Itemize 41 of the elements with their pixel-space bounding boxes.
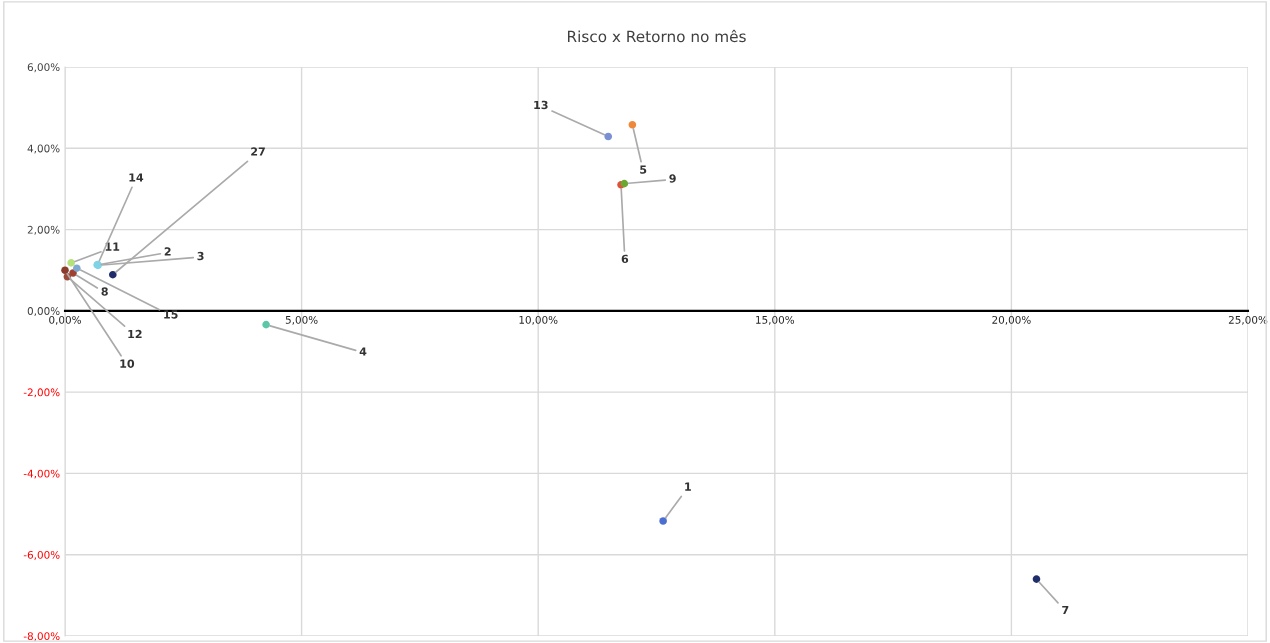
text: 7 (1062, 606, 1069, 615)
point (604, 132, 613, 141)
point (262, 320, 270, 329)
x-tick-label: 15,00% (756, 315, 795, 325)
text: 1 (685, 482, 691, 491)
point (1032, 575, 1041, 583)
point (620, 179, 629, 188)
x-tick-label: 20,00% (992, 315, 1031, 325)
text: 14 (129, 173, 144, 182)
chart-title: Risco x Retorno no mês (567, 29, 746, 43)
y-tick-label: 4,00% (27, 144, 60, 154)
y-tick-label: -2,00% (23, 388, 60, 398)
text: 12 (128, 329, 142, 339)
point (628, 120, 637, 129)
y-tick-label: 6,00% (27, 63, 60, 73)
x-tick-label: 5,00% (285, 315, 318, 325)
text: 15 (164, 310, 178, 319)
text: 6 (621, 254, 629, 264)
point (73, 264, 81, 272)
text: 10 (120, 359, 135, 368)
y-tick-label: -6,00% (23, 550, 60, 560)
y-tick-label: 2,00% (27, 225, 60, 235)
point (659, 517, 667, 525)
text: 13 (534, 100, 548, 110)
text: 4 (359, 347, 367, 356)
y-tick-label: 0,00% (27, 307, 60, 317)
text: 8 (101, 287, 108, 296)
x-tick-label: 25,00% (1228, 315, 1268, 325)
text: 3 (197, 251, 204, 261)
text: 5 (640, 165, 647, 174)
text: 9 (669, 174, 676, 183)
y-tick-label: -8,00% (23, 632, 60, 642)
point (61, 266, 69, 275)
x-tick-label: 10,00% (519, 315, 558, 325)
y-tick-label: -4,00% (23, 469, 60, 479)
text: 11 (105, 242, 120, 251)
point (108, 270, 117, 279)
point (67, 259, 75, 267)
text: 27 (251, 147, 265, 156)
text: 2 (164, 247, 171, 256)
x-tick-label: 0,00% (49, 315, 81, 325)
